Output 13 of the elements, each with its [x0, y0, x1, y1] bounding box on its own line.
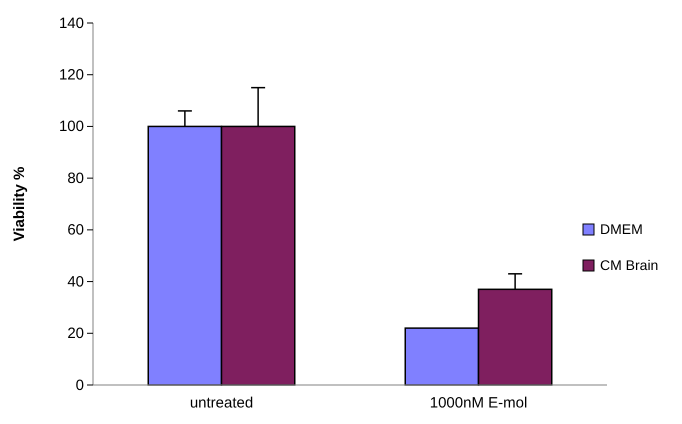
y-tick-label: 80 — [67, 170, 84, 187]
y-tick-label: 60 — [67, 222, 84, 239]
x-tick-label: untreated — [190, 394, 254, 412]
y-axis-title: Viability % — [11, 166, 28, 242]
y-tick-label: 140 — [58, 14, 84, 32]
y-tick-label: 120 — [58, 66, 84, 84]
y-tick-label: 100 — [58, 118, 84, 136]
legend-label: CM Brain — [600, 257, 658, 273]
y-tick-label: 0 — [76, 376, 84, 394]
legend-label: DMEM — [600, 221, 643, 237]
y-tick-label: 20 — [67, 325, 84, 342]
x-tick-label: 1000nM E-mol — [430, 394, 528, 412]
y-tick-label: 40 — [67, 273, 84, 290]
